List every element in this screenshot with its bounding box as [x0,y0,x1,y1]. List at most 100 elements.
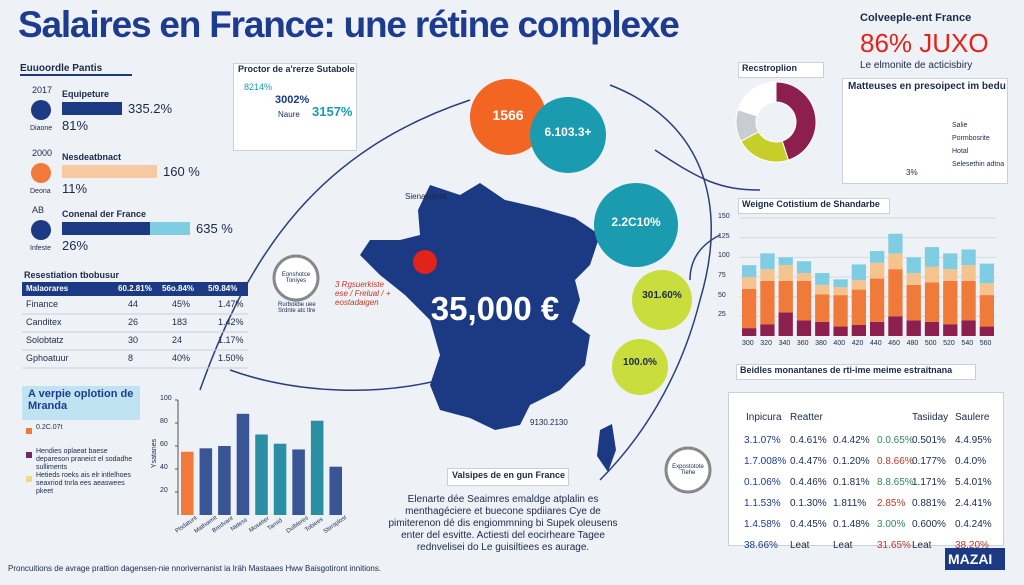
donut-segment [737,81,777,117]
y-tick-label: 80 [160,418,168,425]
legend-label: Hendies oplaeat baese depareson praneict… [36,448,133,471]
x-tick-label: 500 [924,340,937,347]
logo-box [945,548,1005,570]
x-tick-label: 400 [833,340,846,347]
table-cell: 0.1.81% [833,477,870,488]
bar-segment [742,277,757,289]
table-cell: 30 [128,335,139,345]
bar-segment [760,253,775,270]
circle-value: 1566 [492,107,524,123]
table-cell: 2.85% [877,498,906,509]
indicator-bar [62,102,122,115]
bar-segment [833,287,848,296]
logo: MAZAI [948,551,993,567]
bar-segment [906,320,921,336]
x-tick-label: 320 [760,340,772,347]
bar-segment [870,321,885,336]
bar-segment [760,269,775,281]
bar [218,446,231,515]
table-cell: 1.47% [218,299,244,309]
bar-segment [906,257,921,274]
table-header: 5/9.84% [208,284,238,293]
red-note: 3 Rgsuerkiste ese / Frelual / + eostadai… [335,280,391,307]
y-tick-label: 50 [718,291,726,299]
bar-segment [961,320,976,336]
corsica [597,424,616,472]
bar-segment [870,262,885,279]
bar-segment [778,265,793,281]
bar-segment [815,321,830,336]
proctor-panel [233,63,357,151]
bar-segment [778,257,793,266]
bar-segment [888,316,903,336]
circle-value: 6.103.3+ [544,125,592,139]
y-tick-label: 60 [160,441,168,448]
legend-swatch [26,476,32,482]
title: Salaires en France: une rétine complexe [18,4,680,45]
table-cell: 26 [128,317,139,327]
bar-segment [851,264,866,281]
table-cell: 40% [172,353,191,363]
indicator-label: Nesdeatbnact [62,152,122,162]
table-cell: 4.4.95% [955,435,992,446]
map-marker [413,250,437,274]
map-note: Rurbokbe uee Srdnte atc tlre [278,302,316,314]
badge-text: Expostotote Tiehe [672,464,704,476]
circle [632,270,692,330]
bar [236,413,250,515]
y-tick-label: 75 [718,272,726,279]
panel-title: Euuoordle Pantis [20,63,133,76]
table-cell: 0.4.61% [790,435,827,446]
x-tick-label: 360 [796,340,809,347]
table-header-bg [22,282,248,296]
indicator-bar [62,222,150,235]
table-cell: Leat [833,540,853,551]
circle [530,97,606,173]
circle [470,79,546,155]
bar-segment [961,265,976,281]
badge [272,254,320,302]
x-tick-label: 340 [778,340,791,347]
table-cell: 2.4.41% [955,498,992,509]
donut-title: Recstroplion [742,63,798,73]
table-cell: 0.0.65% [877,435,914,446]
bar [292,449,305,515]
legend-label: 0.2C.07t [36,424,63,431]
x-tick-label: 380 [815,340,827,347]
connector [599,84,712,481]
circle [594,183,678,267]
table-cell: 1.7.008% [744,456,787,467]
bar-segment [943,280,958,325]
bar-segment [851,324,866,336]
proctor-note: Naure [278,110,300,119]
bar-segment [888,269,903,317]
indicator-label: Conenal der France [62,209,147,219]
chart-title: A verpie oplotion de Mranda [28,388,134,412]
y-tick-label: 100 [718,252,730,260]
right-table-panel [728,392,1004,546]
bar-segment [924,247,940,267]
table-header: Malaorares [26,284,69,293]
indicator-percent: 26% [62,238,89,253]
bar [329,466,342,515]
bar-segment [906,273,921,285]
donut-title: Matteuses en presoipect im bedu [848,81,1006,92]
table-cell: Leat [790,540,810,551]
bar-segment [924,266,940,283]
table-cell: 38.20% [955,540,989,551]
table-cell: 0.1.30% [790,498,827,509]
table-cell: 0.4.46% [790,477,827,488]
bar-segment [833,295,848,327]
bar-segment [888,233,903,254]
table-cell: 24 [172,335,183,345]
badge-text: Eonshotce Toniyes [281,272,311,284]
indicator-value: 335.2% [128,101,173,116]
table-cell: 3.00% [877,519,906,530]
indicator-bar [62,165,157,178]
table-cell: 183 [172,317,188,327]
table-header: 60.2.81% [118,284,152,293]
table-title: Resestiation tbobusur [24,270,120,280]
legend-label: Pormbosrite [952,135,990,142]
table-cell: 0.1.20% [833,456,870,467]
